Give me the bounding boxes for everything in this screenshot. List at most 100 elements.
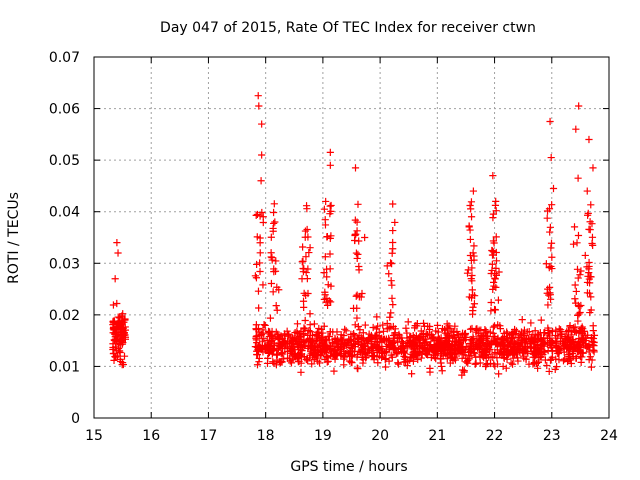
y-tick-label: 0.05	[49, 153, 80, 169]
data-point	[326, 202, 334, 210]
data-point	[454, 346, 462, 354]
data-point	[269, 288, 277, 296]
data-point	[469, 249, 477, 257]
data-point	[437, 362, 446, 371]
data-point	[253, 351, 261, 359]
data-point	[504, 350, 512, 358]
data-point	[302, 253, 310, 261]
data-point	[426, 364, 434, 373]
data-point	[386, 313, 394, 321]
data-point	[323, 233, 331, 241]
data-point	[588, 233, 597, 241]
data-point	[293, 329, 302, 338]
data-point	[251, 272, 259, 280]
data-point	[538, 340, 546, 349]
data-point	[422, 346, 431, 355]
data-point	[547, 239, 556, 247]
data-point	[491, 348, 499, 357]
data-point	[374, 359, 382, 367]
data-point	[353, 350, 362, 359]
data-point	[551, 365, 559, 373]
data-point	[570, 223, 579, 231]
data-point	[319, 329, 327, 337]
data-point	[434, 328, 442, 336]
data-point	[489, 210, 498, 218]
data-point	[481, 346, 489, 354]
data-point	[475, 345, 483, 353]
data-point	[270, 200, 278, 208]
data-point	[586, 279, 594, 287]
data-point	[272, 328, 280, 336]
data-point	[389, 200, 397, 208]
data-point	[453, 327, 461, 336]
chart-title: Day 047 of 2015, Rate Of TEC Index for r…	[160, 20, 536, 36]
data-point	[272, 302, 280, 310]
data-point	[404, 318, 412, 326]
data-point	[547, 355, 555, 363]
data-point	[256, 341, 264, 349]
data-point	[555, 356, 563, 364]
axis-ticks	[93, 56, 610, 419]
data-point	[588, 333, 596, 342]
y-tick-label: 0.01	[49, 359, 80, 375]
data-point	[575, 343, 583, 351]
data-point	[353, 218, 361, 226]
data-point	[503, 329, 511, 338]
data-point	[110, 323, 118, 331]
data-point	[326, 250, 334, 258]
data-point	[587, 201, 595, 209]
data-point	[298, 343, 306, 352]
data-point	[303, 225, 311, 234]
data-point	[468, 346, 476, 354]
data-point	[534, 358, 543, 366]
y-tick-label: 0.03	[49, 256, 80, 272]
data-point	[466, 226, 474, 234]
data-point	[466, 235, 475, 244]
data-point	[407, 333, 415, 341]
data-point	[419, 319, 428, 327]
data-point	[118, 338, 126, 346]
data-point	[388, 281, 396, 289]
data-point	[310, 320, 319, 328]
data-point	[301, 325, 309, 333]
data-point	[572, 125, 580, 133]
data-point	[438, 367, 446, 375]
data-point	[449, 357, 457, 365]
data-point	[536, 353, 545, 361]
data-point	[299, 297, 308, 305]
data-point	[370, 352, 379, 360]
data-point	[566, 354, 574, 363]
data-point	[467, 274, 475, 283]
data-point	[372, 338, 380, 346]
data-point	[433, 321, 442, 329]
data-point	[482, 354, 490, 362]
data-point	[445, 341, 454, 349]
data-point	[331, 355, 339, 363]
data-point	[390, 344, 398, 352]
data-point	[492, 233, 500, 241]
data-point	[482, 327, 490, 335]
data-point	[483, 342, 491, 350]
data-point	[442, 344, 450, 352]
data-point	[498, 340, 506, 349]
data-point	[425, 325, 434, 334]
data-point	[290, 342, 298, 350]
data-point	[552, 334, 560, 342]
data-point	[317, 325, 325, 334]
data-point	[287, 334, 295, 342]
data-point	[323, 273, 331, 281]
data-point	[577, 335, 585, 343]
data-point	[330, 367, 338, 375]
data-point	[400, 358, 408, 366]
data-point	[340, 355, 348, 363]
data-point	[543, 361, 551, 370]
data-point	[586, 343, 594, 351]
data-point	[109, 317, 117, 325]
x-tick-label: 17	[200, 428, 218, 444]
data-point	[586, 218, 594, 226]
data-point	[327, 282, 335, 290]
data-point	[443, 349, 451, 357]
data-point	[359, 359, 367, 367]
data-point	[522, 343, 530, 351]
data-point	[487, 307, 495, 315]
